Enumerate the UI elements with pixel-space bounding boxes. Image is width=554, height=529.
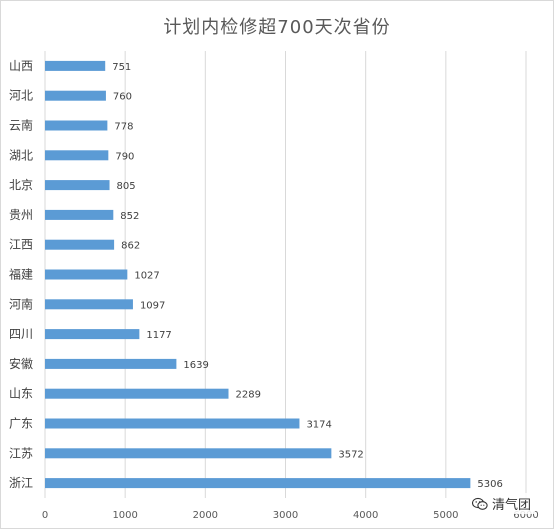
- data-label: 778: [114, 122, 133, 133]
- bar: [45, 418, 300, 429]
- x-tick-label: 5000: [433, 510, 458, 521]
- category-label: 贵州: [9, 208, 33, 222]
- bar: [45, 388, 229, 399]
- data-label: 1097: [140, 300, 165, 311]
- bar: [45, 209, 114, 220]
- category-label: 福建: [9, 267, 33, 282]
- bar: [45, 120, 108, 131]
- category-label: 安徽: [9, 356, 33, 371]
- bar: [45, 90, 106, 101]
- x-tick-label: 2000: [193, 510, 218, 521]
- bar: [45, 239, 115, 250]
- chart-title: 计划内检修超700天次省份: [163, 17, 391, 38]
- category-label: 河北: [9, 89, 33, 103]
- data-label: 2289: [236, 390, 261, 401]
- x-tick-label: 6000: [513, 510, 538, 521]
- x-tick-label: 0: [42, 510, 48, 521]
- x-tick-label: 3000: [273, 510, 298, 521]
- x-tick-label: 4000: [353, 510, 378, 521]
- data-label: 1027: [134, 271, 159, 282]
- watermark: 清气团: [467, 493, 535, 514]
- bar: [45, 448, 332, 459]
- bar: [45, 299, 133, 310]
- bar: [45, 150, 109, 161]
- data-label: 862: [121, 241, 140, 252]
- data-label: 1639: [183, 360, 208, 371]
- watermark-text: 清气团: [491, 498, 531, 513]
- bar: [45, 180, 110, 191]
- category-label: 广东: [9, 417, 33, 431]
- data-label: 3174: [306, 420, 331, 431]
- data-label: 805: [117, 181, 136, 192]
- bar: [45, 358, 177, 369]
- bar: [45, 478, 471, 489]
- category-label: 湖北: [9, 147, 33, 162]
- data-label: 852: [120, 211, 139, 222]
- data-label: 790: [115, 151, 134, 162]
- category-label: 河南: [9, 296, 33, 311]
- data-label: 751: [112, 62, 131, 73]
- category-label: 江苏: [9, 446, 33, 460]
- category-label: 北京: [9, 178, 33, 192]
- bar: [45, 269, 128, 280]
- wechat-icon: [471, 497, 488, 510]
- bar: [45, 329, 140, 340]
- data-label: 760: [113, 92, 132, 103]
- data-label: 5306: [477, 479, 502, 490]
- bar: [45, 60, 106, 71]
- data-label: 3572: [338, 449, 363, 460]
- category-label: 云南: [9, 118, 33, 133]
- category-label: 江西: [9, 238, 33, 252]
- x-tick-label: 1000: [112, 510, 137, 521]
- category-label: 浙江: [9, 476, 33, 490]
- category-label: 四川: [9, 327, 33, 341]
- data-label: 1177: [146, 330, 171, 341]
- category-label: 山西: [9, 59, 33, 73]
- category-label: 山东: [9, 387, 33, 401]
